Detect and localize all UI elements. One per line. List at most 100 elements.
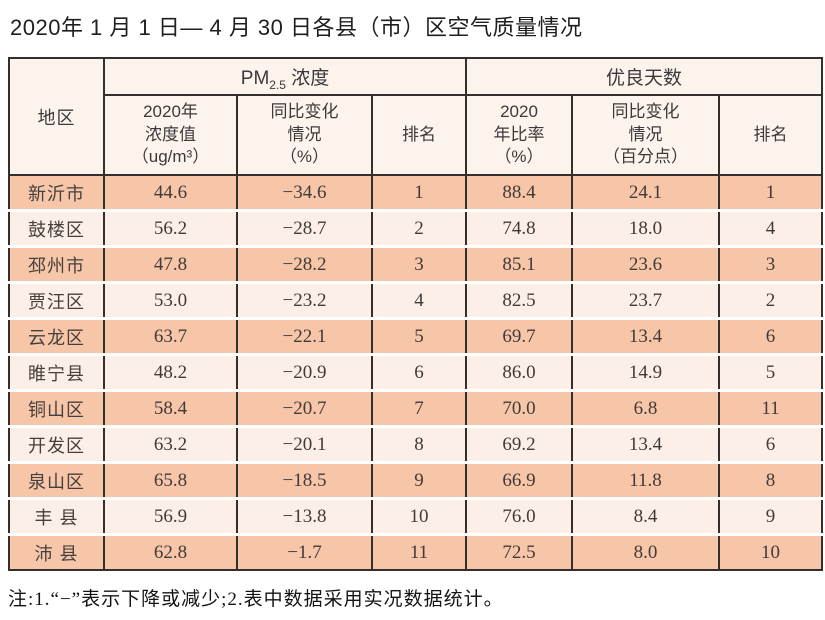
good-rank-cell: 9 bbox=[719, 498, 823, 536]
header-sub-row: 2020年 浓度值 （ug/m³） 同比变化 情况 （%） 排名 2020 年比… bbox=[9, 95, 823, 176]
region-cell: 开发区 bbox=[9, 426, 105, 464]
pm-change-cell: −18.5 bbox=[237, 462, 373, 500]
region-cell: 邳州市 bbox=[9, 246, 105, 284]
pm-value-cell: 56.2 bbox=[104, 210, 238, 248]
region-cell: 新沂市 bbox=[9, 175, 105, 212]
pm-change-cell: −23.2 bbox=[237, 282, 373, 320]
footnote: 注:1.“−”表示下降或减少;2.表中数据采用实况数据统计。 bbox=[8, 589, 504, 610]
good-change-cell: 8.4 bbox=[572, 498, 720, 536]
pm-value-cell: 63.2 bbox=[104, 426, 238, 464]
pm-rank-cell: 7 bbox=[372, 390, 467, 428]
pm-rank-cell: 3 bbox=[372, 246, 467, 284]
region-cell: 沛 县 bbox=[9, 534, 105, 570]
good-change-cell: 8.0 bbox=[572, 534, 720, 570]
good-change-cell: 13.4 bbox=[572, 426, 720, 464]
pm-value-cell: 44.6 bbox=[104, 175, 238, 212]
col-group-pm25: PM2.5 浓度 bbox=[104, 58, 467, 96]
good-rank-cell: 5 bbox=[719, 354, 823, 392]
pm-value-cell: 56.9 bbox=[104, 498, 238, 536]
table-row: 邳州市 47.8 −28.2 3 85.1 23.6 3 bbox=[9, 246, 823, 284]
region-cell: 鼓楼区 bbox=[9, 210, 105, 248]
good-ratio-cell: 69.7 bbox=[466, 318, 573, 356]
pm-rank-cell: 1 bbox=[372, 175, 467, 212]
good-change-cell: 23.6 bbox=[572, 246, 720, 284]
pm-value-cell: 63.7 bbox=[104, 318, 238, 356]
good-ratio-cell: 76.0 bbox=[466, 498, 573, 536]
col-header-region: 地区 bbox=[9, 58, 105, 176]
col-header-pm-value: 2020年 浓度值 （ug/m³） bbox=[104, 95, 238, 176]
region-cell: 丰 县 bbox=[9, 498, 105, 536]
pm-rank-cell: 11 bbox=[372, 534, 467, 570]
good-rank-cell: 1 bbox=[719, 175, 823, 212]
region-cell: 泉山区 bbox=[9, 462, 105, 500]
table-row: 贾汪区 53.0 −23.2 4 82.5 23.7 2 bbox=[9, 282, 823, 320]
good-rank-cell: 2 bbox=[719, 282, 823, 320]
good-ratio-cell: 72.5 bbox=[466, 534, 573, 570]
page-title: 2020年 1 月 1 日— 4 月 30 日各县（市）区空气质量情况 bbox=[10, 15, 583, 40]
region-cell: 云龙区 bbox=[9, 318, 105, 356]
pm-change-cell: −20.7 bbox=[237, 390, 373, 428]
col-group-good-days: 优良天数 bbox=[466, 58, 823, 96]
pm-value-cell: 62.8 bbox=[104, 534, 238, 570]
pm-change-cell: −28.7 bbox=[237, 210, 373, 248]
pm-rank-cell: 4 bbox=[372, 282, 467, 320]
pm-label-subscript: 2.5 bbox=[269, 77, 286, 92]
good-ratio-cell: 69.2 bbox=[466, 426, 573, 464]
region-cell: 睢宁县 bbox=[9, 354, 105, 392]
good-ratio-cell: 86.0 bbox=[466, 354, 573, 392]
good-rank-cell: 3 bbox=[719, 246, 823, 284]
table-body: 新沂市 44.6 −34.6 1 88.4 24.1 1 鼓楼区 56.2 −28.7 2 74.8 1… bbox=[9, 175, 823, 570]
good-ratio-cell: 88.4 bbox=[466, 175, 573, 212]
header-group-row: 地区 PM2.5 浓度 优良天数 bbox=[9, 58, 823, 176]
table-row: 鼓楼区 56.2 −28.7 2 74.8 18.0 4 bbox=[9, 210, 823, 248]
good-rank-cell: 11 bbox=[719, 390, 823, 428]
pm-change-cell: −1.7 bbox=[237, 534, 373, 570]
good-rank-cell: 6 bbox=[719, 318, 823, 356]
table-header: 地区 PM2.5 浓度 优良天数 2020年 浓度值 （ug/m³） 同比变化 … bbox=[9, 58, 823, 176]
table-row: 泉山区 65.8 −18.5 9 66.9 11.8 8 bbox=[9, 462, 823, 500]
pm-value-cell: 58.4 bbox=[104, 390, 238, 428]
pm-label-suffix: 浓度 bbox=[285, 68, 330, 89]
good-change-cell: 24.1 bbox=[572, 175, 720, 212]
region-cell: 铜山区 bbox=[9, 390, 105, 428]
good-rank-cell: 8 bbox=[719, 462, 823, 500]
pm-value-cell: 65.8 bbox=[104, 462, 238, 500]
pm-rank-cell: 10 bbox=[372, 498, 467, 536]
pm-value-cell: 48.2 bbox=[104, 354, 238, 392]
good-change-cell: 14.9 bbox=[572, 354, 720, 392]
pm-value-cell: 47.8 bbox=[104, 246, 238, 284]
pm-rank-cell: 5 bbox=[372, 318, 467, 356]
col-header-good-rank: 排名 bbox=[719, 95, 823, 176]
pm-change-cell: −34.6 bbox=[237, 175, 373, 212]
pm-change-cell: −22.1 bbox=[237, 318, 373, 356]
good-rank-cell: 6 bbox=[719, 426, 823, 464]
pm-rank-cell: 2 bbox=[372, 210, 467, 248]
good-change-cell: 13.4 bbox=[572, 318, 720, 356]
table-row: 沛 县 62.8 −1.7 11 72.5 8.0 10 bbox=[9, 534, 823, 570]
col-header-pm-rank: 排名 bbox=[372, 95, 467, 176]
good-change-cell: 18.0 bbox=[572, 210, 720, 248]
col-header-good-ratio: 2020 年比率 （%） bbox=[466, 95, 573, 176]
col-header-pm-change: 同比变化 情况 （%） bbox=[237, 95, 373, 176]
pm-rank-cell: 9 bbox=[372, 462, 467, 500]
table-row: 云龙区 63.7 −22.1 5 69.7 13.4 6 bbox=[9, 318, 823, 356]
col-header-good-change: 同比变化 情况 （百分点） bbox=[572, 95, 720, 176]
pm-rank-cell: 6 bbox=[372, 354, 467, 392]
good-rank-cell: 10 bbox=[719, 534, 823, 570]
good-ratio-cell: 66.9 bbox=[466, 462, 573, 500]
good-change-cell: 23.7 bbox=[572, 282, 720, 320]
table-row: 新沂市 44.6 −34.6 1 88.4 24.1 1 bbox=[9, 175, 823, 212]
region-cell: 贾汪区 bbox=[9, 282, 105, 320]
good-rank-cell: 4 bbox=[719, 210, 823, 248]
good-ratio-cell: 82.5 bbox=[466, 282, 573, 320]
good-ratio-cell: 74.8 bbox=[466, 210, 573, 248]
good-ratio-cell: 70.0 bbox=[466, 390, 573, 428]
air-quality-table: 地区 PM2.5 浓度 优良天数 2020年 浓度值 （ug/m³） 同比变化 … bbox=[8, 57, 824, 571]
pm-change-cell: −28.2 bbox=[237, 246, 373, 284]
pm-change-cell: −20.9 bbox=[237, 354, 373, 392]
pm-label-prefix: PM bbox=[240, 68, 270, 89]
table-row: 铜山区 58.4 −20.7 7 70.0 6.8 11 bbox=[9, 390, 823, 428]
good-ratio-cell: 85.1 bbox=[466, 246, 573, 284]
pm-change-cell: −13.8 bbox=[237, 498, 373, 536]
pm-value-cell: 53.0 bbox=[104, 282, 238, 320]
